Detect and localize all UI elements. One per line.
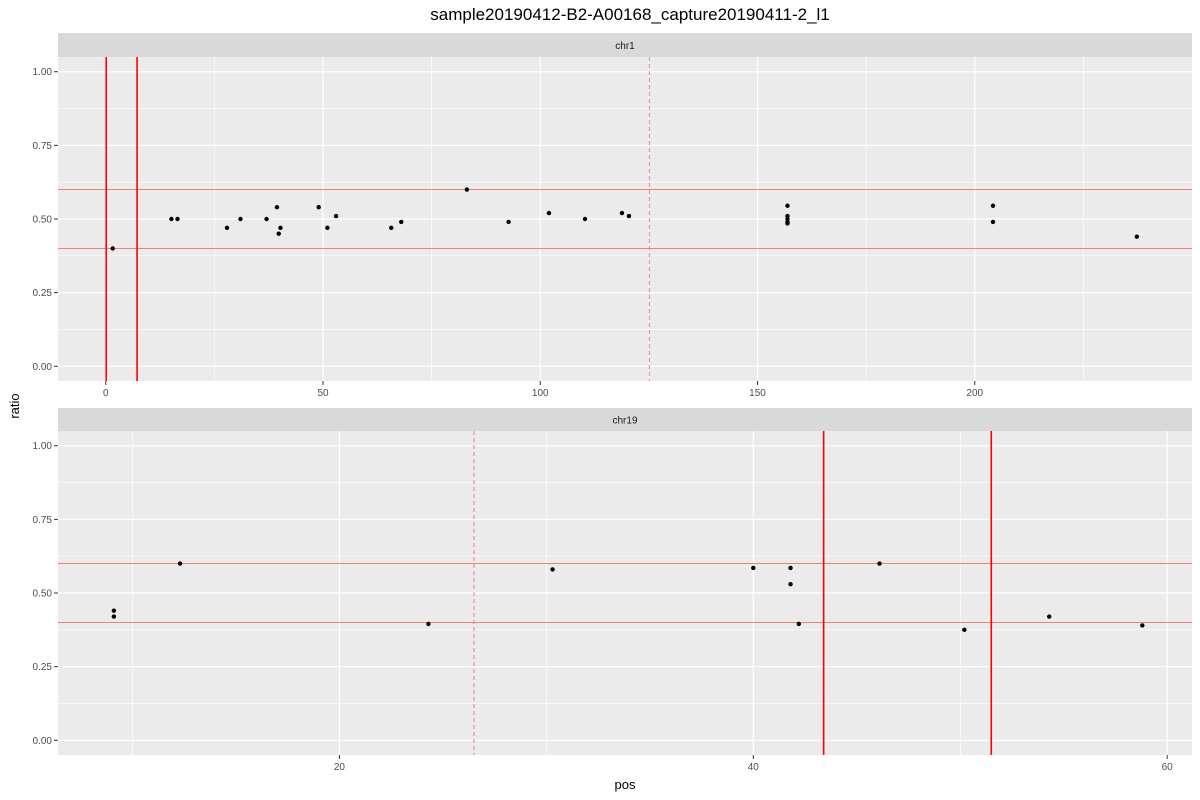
- y-tick-label: 0.25: [33, 662, 53, 673]
- data-point: [626, 213, 632, 219]
- x-tick-label: 50: [317, 388, 329, 399]
- data-point: [990, 219, 996, 225]
- panel-chr1: chr1 0.00 0.25 0.50 0.75 1.00 0 50 100 150 200: [33, 33, 1192, 399]
- data-point: [224, 225, 230, 231]
- y-tick-label: 0.00: [33, 362, 53, 373]
- data-point: [276, 231, 281, 236]
- data-point: [316, 205, 321, 210]
- y-tick-label: 0.25: [33, 288, 53, 299]
- data-point: [325, 225, 330, 231]
- data-point: [877, 561, 882, 566]
- data-point: [788, 581, 793, 587]
- data-point: [785, 221, 790, 226]
- panel-chr19: chr19 0.00 0.25 0.50 0.75 1.00 20 40 60: [33, 408, 1192, 773]
- data-point: [1134, 234, 1140, 239]
- data-point: [175, 216, 180, 222]
- data-point: [464, 187, 470, 192]
- x-tick-label: 150: [749, 388, 766, 399]
- facet-strip-label: chr19: [612, 416, 637, 427]
- facet-strip: [58, 408, 1192, 431]
- y-axis-title: ratio: [7, 393, 22, 418]
- data-point: [177, 561, 183, 566]
- y-tick-label: 1.00: [33, 441, 53, 452]
- y-tick-label: 0.75: [33, 141, 53, 152]
- data-point: [238, 216, 243, 222]
- x-tick-label: 60: [1162, 762, 1174, 773]
- y-tick-label: 0.00: [33, 736, 53, 747]
- data-point: [751, 565, 756, 571]
- data-point: [333, 213, 339, 219]
- data-point: [619, 210, 625, 216]
- data-point: [785, 203, 790, 208]
- data-point: [111, 614, 117, 619]
- data-point: [111, 608, 117, 613]
- x-tick-label: 0: [103, 388, 109, 399]
- x-axis-title: pos: [615, 777, 636, 792]
- x-tick-label: 20: [334, 762, 346, 773]
- chart-title: sample20190412-B2-A00168_capture20190411…: [430, 5, 830, 24]
- data-point: [1047, 614, 1052, 619]
- data-point: [962, 627, 967, 633]
- data-point: [110, 246, 115, 251]
- data-point: [1140, 623, 1145, 628]
- facet-strip: [58, 33, 1192, 57]
- x-tick-label: 200: [966, 388, 983, 399]
- data-point: [389, 225, 394, 231]
- data-point: [506, 219, 511, 225]
- data-point: [264, 216, 269, 222]
- x-tick-label: 100: [532, 388, 549, 399]
- data-point: [582, 216, 588, 222]
- data-point: [169, 216, 174, 222]
- data-point: [550, 567, 555, 572]
- y-tick-label: 1.00: [33, 67, 53, 78]
- data-point: [788, 565, 793, 571]
- data-point: [278, 225, 283, 231]
- data-point: [990, 203, 996, 208]
- data-point: [274, 205, 280, 210]
- data-point: [546, 210, 552, 216]
- y-tick-label: 0.50: [33, 215, 53, 226]
- data-point: [399, 219, 404, 225]
- x-tick-label: 40: [748, 762, 760, 773]
- data-point: [796, 621, 802, 627]
- y-tick-label: 0.50: [33, 589, 53, 600]
- data-point: [426, 621, 431, 627]
- facet-strip-label: chr1: [615, 41, 635, 52]
- y-tick-label: 0.75: [33, 515, 53, 526]
